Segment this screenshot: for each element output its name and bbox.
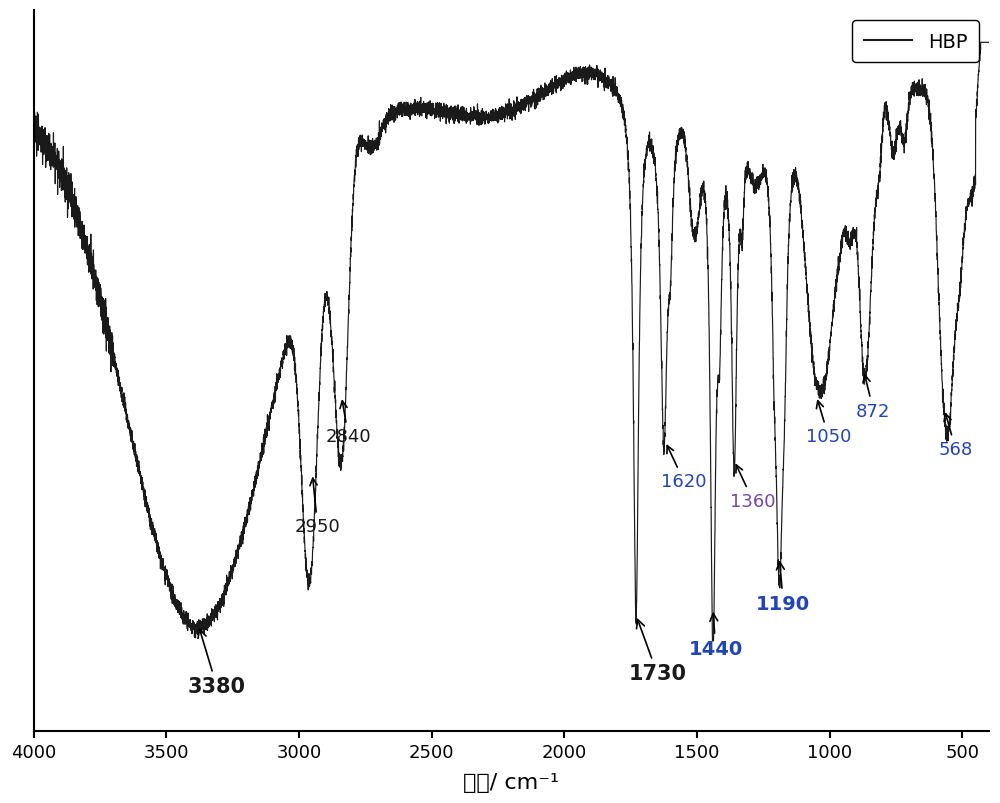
Text: 872: 872 bbox=[856, 376, 891, 420]
Text: 2840: 2840 bbox=[326, 402, 371, 446]
Text: 2950: 2950 bbox=[295, 479, 341, 536]
X-axis label: 波长/ cm⁻¹: 波长/ cm⁻¹ bbox=[463, 772, 559, 792]
Text: 1730: 1730 bbox=[628, 620, 686, 683]
Text: 568: 568 bbox=[938, 414, 973, 459]
Text: 3380: 3380 bbox=[188, 630, 246, 696]
Text: 1440: 1440 bbox=[688, 613, 743, 658]
Text: 1050: 1050 bbox=[806, 402, 851, 446]
Text: 1620: 1620 bbox=[661, 446, 707, 491]
Text: 1190: 1190 bbox=[756, 562, 810, 613]
Legend: HBP: HBP bbox=[852, 21, 979, 63]
Text: 1360: 1360 bbox=[730, 465, 776, 510]
